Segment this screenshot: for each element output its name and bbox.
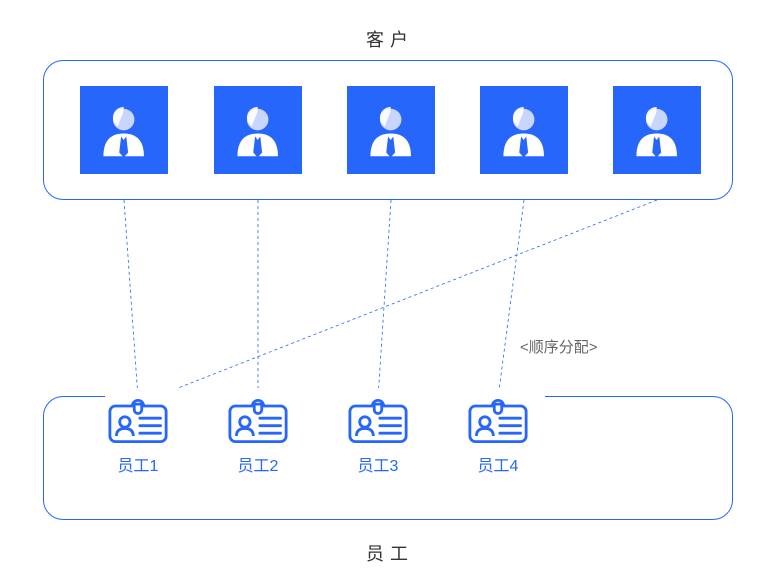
person-icon xyxy=(625,98,688,161)
employee-card: 员工1 xyxy=(108,398,168,476)
employee-label: 员工3 xyxy=(358,452,399,476)
badge-icon xyxy=(348,398,408,444)
customers-title: 客户 xyxy=(350,26,430,52)
badge-icon xyxy=(468,398,528,444)
employee-card: 员工2 xyxy=(228,398,288,476)
employee-label: 员工2 xyxy=(238,452,279,476)
person-icon xyxy=(92,98,155,161)
customer-tile xyxy=(80,86,168,174)
customer-tile xyxy=(347,86,435,174)
employee-label: 员工1 xyxy=(118,452,159,476)
customer-tile xyxy=(613,86,701,174)
customer-tile xyxy=(214,86,302,174)
badge-icon xyxy=(228,398,288,444)
person-icon xyxy=(359,98,422,161)
person-icon xyxy=(226,98,289,161)
employee-label: 员工4 xyxy=(478,452,519,476)
person-icon xyxy=(492,98,555,161)
assignment-mode-label: <顺序分配> xyxy=(520,336,598,357)
employee-card: 员工4 xyxy=(468,398,528,476)
customer-tile xyxy=(480,86,568,174)
badge-icon xyxy=(108,398,168,444)
employee-card: 员工3 xyxy=(348,398,408,476)
employees-title: 员工 xyxy=(350,540,430,566)
